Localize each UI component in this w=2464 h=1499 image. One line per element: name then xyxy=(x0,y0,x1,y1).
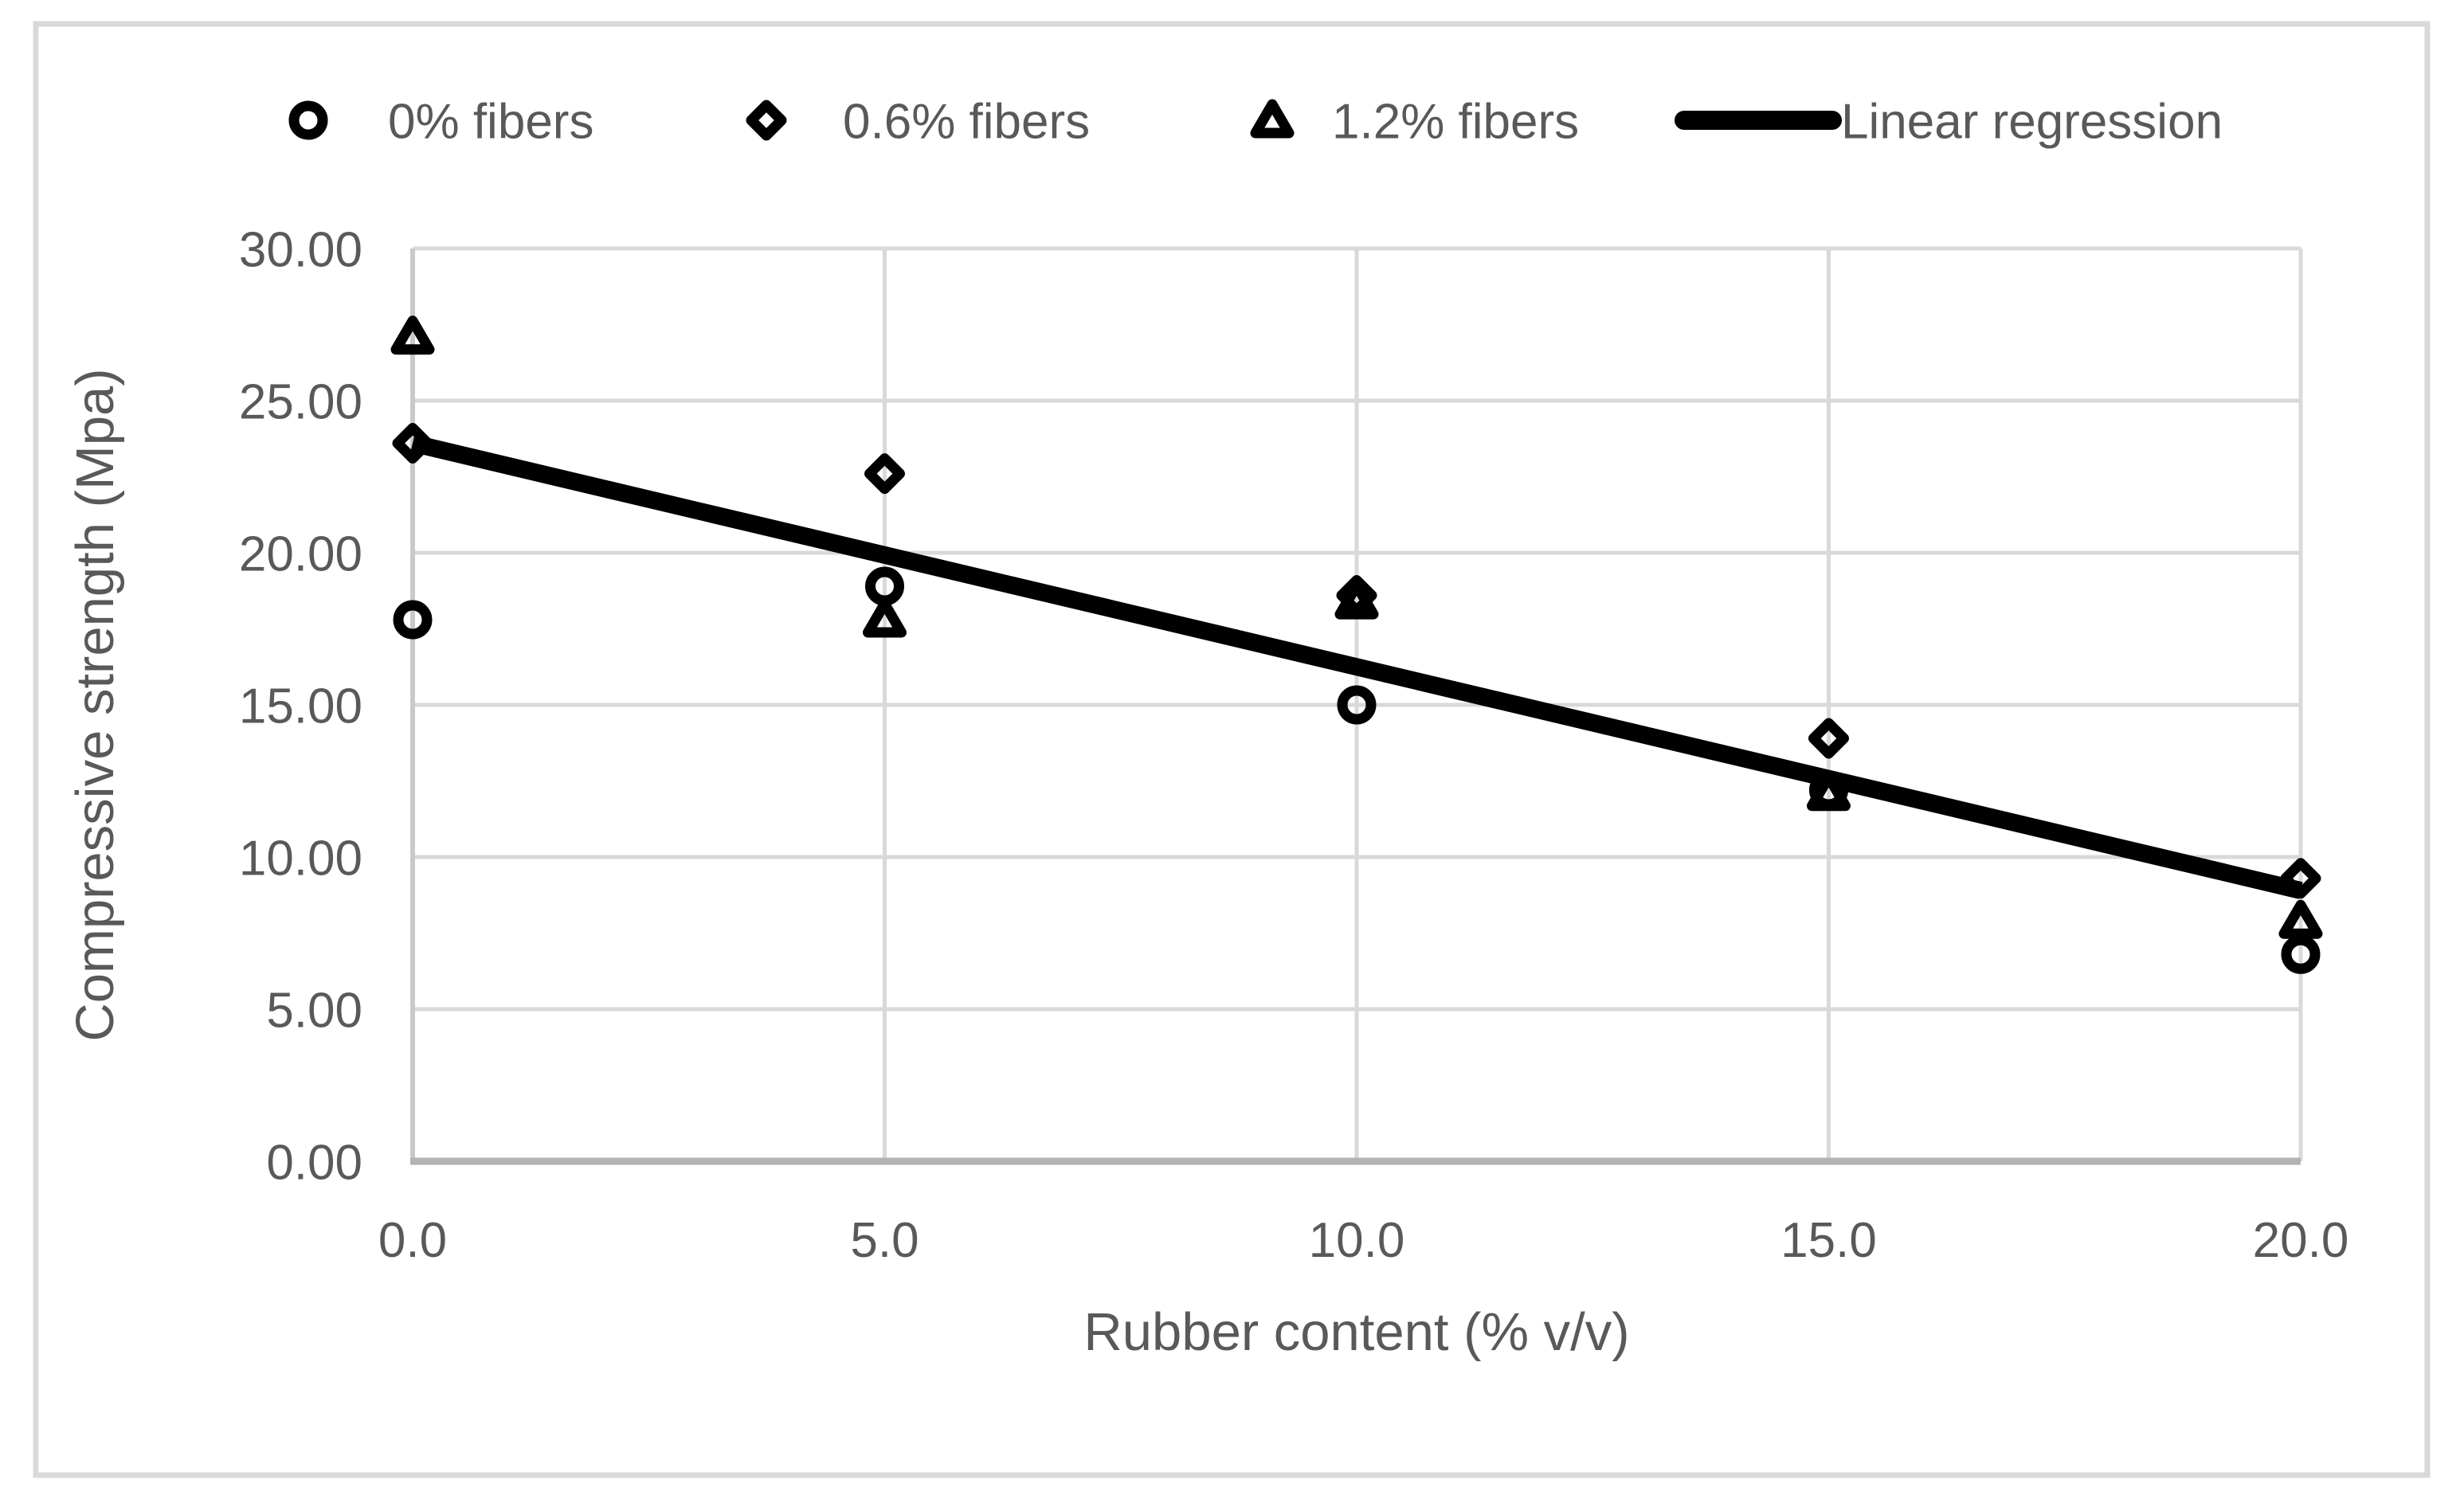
legend-label: 1.2% fibers xyxy=(1332,94,1579,149)
figure-border xyxy=(33,21,2431,1478)
x-tick-label: 20.0 xyxy=(2253,1213,2349,1268)
legend-marker-diamond xyxy=(746,100,787,141)
legend-marker-triangle xyxy=(1250,99,1295,139)
y-tick-label: 10.00 xyxy=(239,831,362,886)
data-point-diamond xyxy=(864,453,905,495)
data-point-triangle xyxy=(1807,772,1851,812)
y-tick-label: 5.00 xyxy=(266,983,362,1038)
legend-label: Linear regression xyxy=(1841,94,2223,149)
data-point-triangle xyxy=(863,598,907,638)
legend-label: 0.6% fibers xyxy=(843,94,1090,149)
x-tick-label: 10.0 xyxy=(1309,1213,1405,1268)
y-tick-label: 20.00 xyxy=(239,526,362,581)
tick-labels: 0.00 5.00 10.00 15.00 20.00 25.00 30.00 0.0 5.0 1… xyxy=(239,222,2348,1268)
data-series xyxy=(390,315,2323,974)
data-point-circle xyxy=(1337,685,1377,725)
y-tick-label: 15.00 xyxy=(239,679,362,734)
gridlines xyxy=(413,246,2303,1161)
data-point-diamond xyxy=(2280,858,2321,899)
data-point-triangle xyxy=(1334,580,1379,620)
regression-layer xyxy=(410,434,2303,899)
x-tick-label: 5.0 xyxy=(850,1213,919,1268)
data-point-triangle xyxy=(2278,899,2323,939)
data-point-triangle xyxy=(390,315,435,355)
x-tick-label: 0.0 xyxy=(378,1213,447,1268)
y-tick-label: 25.00 xyxy=(239,374,362,429)
x-axis-title: Rubber content (% v/v) xyxy=(1083,1302,1629,1362)
y-axis-title: Compressive strength (Mpa) xyxy=(65,368,125,1041)
data-point-circle xyxy=(393,600,433,640)
legend-marker-circle xyxy=(288,100,328,140)
legend-label: 0% fibers xyxy=(388,94,593,149)
x-tick-label: 15.0 xyxy=(1780,1213,1877,1268)
data-point-diamond xyxy=(1808,718,1849,759)
regression-line xyxy=(410,434,2303,899)
data-point-circle xyxy=(2281,934,2321,974)
y-tick-label: 0.00 xyxy=(266,1135,362,1190)
legend: 0% fibers 0.6% fibers 1.2% fibers Linear re… xyxy=(288,94,2223,149)
y-tick-label: 30.00 xyxy=(239,222,362,277)
axis-lines xyxy=(410,249,2301,1165)
